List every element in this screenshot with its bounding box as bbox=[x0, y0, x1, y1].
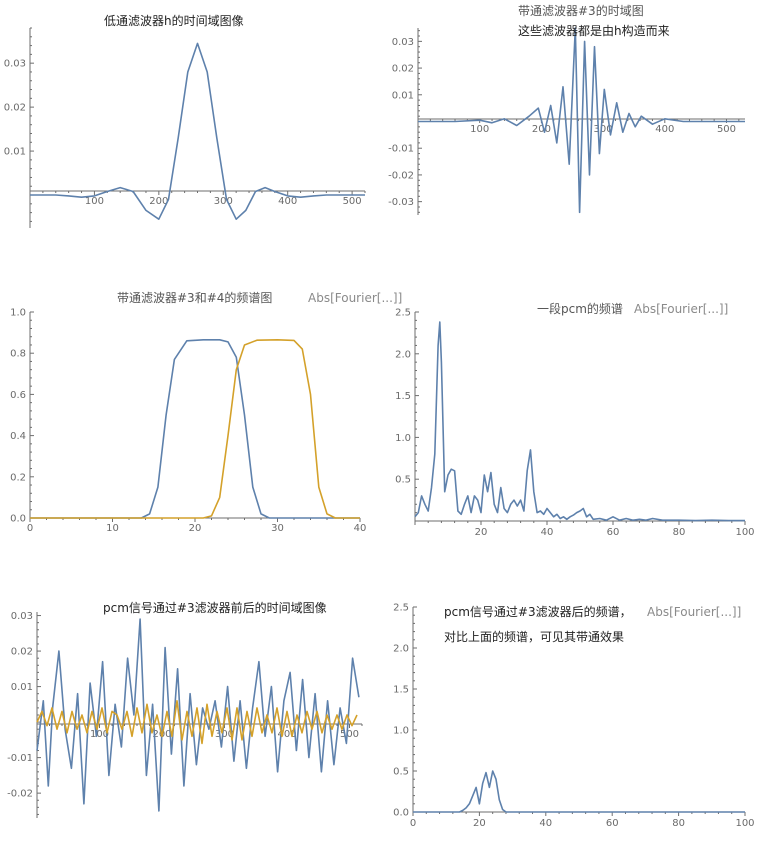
chart-1: 100 200 300 400 500 0.01 0.02 0.03 低通滤波器h的时间域图像 bbox=[4, 13, 366, 228]
y-tick-label: 0.2 bbox=[10, 472, 26, 483]
x-tick-label: 40 bbox=[541, 527, 554, 538]
x-tick-label: 300 bbox=[214, 196, 233, 207]
x-tick-label: 500 bbox=[340, 729, 359, 740]
x-tick-label: 400 bbox=[277, 729, 296, 740]
chart-title: pcm信号通过#3滤波器后的频谱， bbox=[444, 604, 632, 619]
y-tick-label: 1.0 bbox=[10, 308, 26, 319]
y-tick-label: -0.01 bbox=[7, 753, 33, 764]
y-tick-label: 1.5 bbox=[393, 685, 409, 696]
y-tick-label: 1.0 bbox=[393, 726, 409, 737]
series-line-2 bbox=[36, 700, 358, 745]
x-tick-label: 200 bbox=[532, 124, 551, 135]
chart-subtitle: 这些滤波器都是由h构造而来 bbox=[518, 23, 670, 38]
x-tick-label: 500 bbox=[343, 196, 362, 207]
y-tick-label: -0.03 bbox=[388, 197, 414, 208]
series-line-1 bbox=[36, 618, 360, 812]
y-tick-label: 0.0 bbox=[393, 808, 409, 819]
series-line-2 bbox=[30, 339, 360, 519]
chart-title: pcm信号通过#3滤波器前后的时间域图像 bbox=[103, 600, 327, 615]
chart-note: 对比上面的频谱，可见其带通效果 bbox=[444, 629, 624, 644]
x-tick-label: 30 bbox=[271, 523, 284, 534]
chart-6: 0 20 40 60 80 100 0.0 0.5 1.0 1.5 2.0 2.5 pcm信号通过#3滤… bbox=[393, 603, 754, 830]
y-tick-label: 0.02 bbox=[392, 64, 414, 75]
x-tick-label: 20 bbox=[475, 527, 488, 538]
chart-4: 20 40 60 80 100 0.5 1.0 1.5 2.0 2.5 一段pcm的频谱 Abs[Fo… bbox=[395, 301, 754, 538]
x-tick-label: 0 bbox=[410, 818, 416, 829]
x-tick-label: 100 bbox=[735, 527, 754, 538]
y-tick-label: 0.6 bbox=[10, 390, 26, 401]
x-tick-label: 40 bbox=[354, 523, 367, 534]
y-tick-label: 2.0 bbox=[393, 644, 409, 655]
y-tick-label: 0.01 bbox=[11, 682, 33, 693]
series-line-1 bbox=[413, 770, 745, 813]
y-tick-label: 0.03 bbox=[4, 59, 26, 70]
x-tick-label: 100 bbox=[470, 124, 489, 135]
series-line-1 bbox=[30, 42, 365, 220]
x-tick-label: 400 bbox=[655, 124, 674, 135]
x-tick-label: 60 bbox=[607, 527, 620, 538]
y-tick-label: 0.03 bbox=[11, 611, 33, 622]
series-line-1 bbox=[414, 321, 745, 522]
y-tick-label: 0.4 bbox=[10, 431, 26, 442]
x-tick-label: 60 bbox=[606, 818, 619, 829]
y-tick-label: 2.0 bbox=[395, 349, 411, 360]
x-tick-label: 300 bbox=[215, 729, 234, 740]
x-tick-label: 0 bbox=[27, 523, 33, 534]
y-tick-label: -0.02 bbox=[388, 170, 414, 181]
y-tick-label: 0.5 bbox=[395, 475, 411, 486]
x-tick-label: 80 bbox=[673, 527, 686, 538]
y-tick-label: 0.01 bbox=[392, 90, 414, 101]
x-tick-label: 20 bbox=[473, 818, 486, 829]
y-tick-label: 1.0 bbox=[395, 433, 411, 444]
y-tick-label: 0.0 bbox=[10, 514, 26, 525]
x-tick-label: 100 bbox=[90, 729, 109, 740]
x-tick-label: 500 bbox=[717, 124, 736, 135]
x-tick-label: 100 bbox=[85, 196, 104, 207]
series-line-1 bbox=[30, 339, 360, 519]
series-line-1 bbox=[418, 27, 745, 214]
chart-5: 100 200 300 400 500-0.02-0.010.010.020.03pcm… bbox=[7, 600, 363, 818]
x-tick-label: 400 bbox=[278, 196, 297, 207]
y-tick-label: -0.02 bbox=[7, 789, 33, 800]
chart-title: 一段pcm的频谱 bbox=[537, 301, 623, 316]
y-tick-label: 1.5 bbox=[395, 391, 411, 402]
y-tick-label: 2.5 bbox=[393, 603, 409, 614]
chart-title: 低通滤波器h的时间域图像 bbox=[104, 13, 244, 28]
y-tick-label: 0.02 bbox=[11, 647, 33, 658]
y-tick-label: -0.01 bbox=[388, 144, 414, 155]
y-tick-label: 0.5 bbox=[393, 767, 409, 778]
chart-subtitle: Abs[Fourier[...]] bbox=[647, 605, 741, 619]
y-tick-label: 0.02 bbox=[4, 103, 26, 114]
y-tick-label: 0.8 bbox=[10, 349, 26, 360]
chart-subtitle: Abs[Fourier[...]] bbox=[308, 291, 402, 305]
y-tick-label: 0.03 bbox=[392, 37, 414, 48]
chart-title: 带通滤波器#3和#4的频谱图 bbox=[117, 290, 272, 305]
y-tick-label: 2.5 bbox=[395, 308, 411, 319]
x-tick-label: 300 bbox=[594, 124, 613, 135]
x-tick-label: 200 bbox=[149, 196, 168, 207]
chart-2: 100 200 300 400 500 -0.03 -0.02 -0.01 0.01 0.02 0.… bbox=[388, 3, 745, 215]
x-tick-label: 80 bbox=[672, 818, 685, 829]
x-tick-label: 10 bbox=[106, 523, 119, 534]
chart-title: 带通滤波器#3的时域图 bbox=[518, 3, 644, 18]
chart-3: 0 10 20 30 40 0.0 0.2 0.4 0.6 0.8 1.0 带通滤波器#3和#4的频谱… bbox=[10, 290, 402, 534]
x-tick-label: 40 bbox=[539, 818, 552, 829]
y-tick-label: 0.01 bbox=[4, 147, 26, 158]
chart-subtitle: Abs[Fourier[...]] bbox=[634, 302, 728, 316]
x-tick-label: 100 bbox=[735, 818, 754, 829]
x-tick-label: 20 bbox=[189, 523, 202, 534]
